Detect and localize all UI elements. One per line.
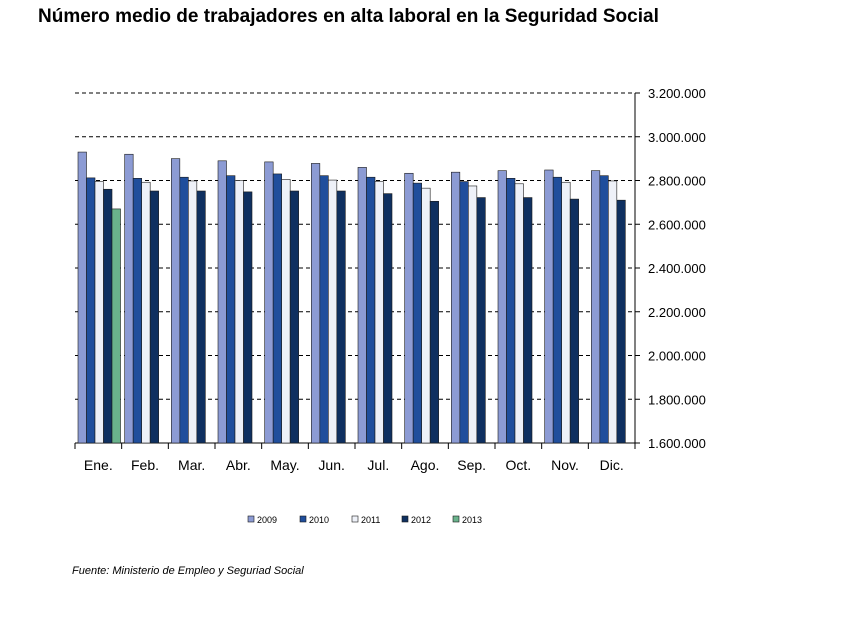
y-tick-label: 2.400.000 [648, 261, 706, 276]
legend-label-2012: 2012 [411, 515, 431, 525]
bar-2011-4 [281, 179, 291, 444]
bar-2010-7 [412, 182, 422, 444]
bar-2012-9 [523, 197, 533, 444]
x-tick-label: Ene. [84, 457, 113, 473]
bar-2010-1 [132, 178, 142, 444]
bar-2012-10 [569, 198, 579, 444]
bar-2009-0 [77, 151, 87, 444]
bar-2011-3 [234, 180, 244, 444]
bar-2009-2 [171, 158, 181, 444]
bar-2009-1 [124, 153, 134, 444]
bar-2010-9 [506, 178, 516, 444]
x-tick-label: Feb. [131, 457, 159, 473]
bar-2012-3 [243, 191, 253, 444]
y-tick-label: 1.600.000 [648, 436, 706, 451]
x-tick-label: Nov. [551, 457, 579, 473]
bar-2012-5 [336, 190, 346, 444]
bar-2012-8 [476, 197, 486, 444]
bar-2010-11 [599, 175, 609, 444]
bar-2011-10 [561, 181, 571, 444]
y-tick-label: 2.000.000 [648, 349, 706, 364]
bar-2009-9 [497, 170, 507, 444]
bar-2009-8 [451, 171, 461, 444]
x-tick-label: Jul. [367, 457, 389, 473]
y-tick-label: 3.000.000 [648, 130, 706, 145]
y-tick-label: 1.800.000 [648, 392, 706, 407]
bar-2009-4 [264, 161, 274, 444]
legend-swatch-2011 [351, 515, 359, 523]
bar-2009-7 [404, 172, 414, 444]
legend-swatch-2013 [452, 515, 460, 523]
legend-swatch-2010 [299, 515, 307, 523]
bar-2013-0 [111, 208, 121, 444]
y-tick-label: 3.200.000 [648, 86, 706, 101]
bar-2011-8 [468, 185, 478, 444]
bar-2011-0 [94, 181, 104, 444]
legend-label-2013: 2013 [462, 515, 482, 525]
bar-2009-11 [591, 170, 601, 444]
chart-title: Número medio de trabajadores en alta lab… [38, 6, 659, 27]
x-tick-label: Jun. [318, 457, 344, 473]
bar-2010-6 [366, 176, 376, 444]
x-tick-label: Oct. [505, 457, 531, 473]
legend-swatch-2012 [401, 515, 409, 523]
bar-2010-2 [179, 176, 189, 444]
bar-2012-6 [383, 193, 393, 444]
bar-2010-5 [319, 175, 329, 444]
bar-2009-6 [357, 167, 367, 444]
x-tick-label: Abr. [226, 457, 251, 473]
bar-2010-3 [226, 175, 236, 444]
bar-2010-0 [86, 177, 96, 444]
bar-2011-2 [188, 180, 198, 444]
bar-2011-5 [328, 179, 338, 444]
y-tick-label: 2.800.000 [648, 174, 706, 189]
bar-2011-11 [608, 180, 618, 444]
bar-2009-5 [311, 163, 321, 444]
bar-2012-11 [616, 199, 626, 444]
bar-2010-4 [272, 173, 282, 444]
y-tick-label: 2.600.000 [648, 217, 706, 232]
bar-2011-9 [514, 183, 524, 444]
bar-2012-0 [103, 188, 113, 444]
legend-label-2009: 2009 [257, 515, 277, 525]
x-tick-label: Mar. [178, 457, 205, 473]
bar-2011-6 [374, 181, 384, 444]
legend-label-2010: 2010 [309, 515, 329, 525]
legend-label-2011: 2011 [361, 515, 380, 525]
bar-2012-4 [289, 190, 299, 444]
bar-2009-10 [544, 169, 554, 444]
legend-swatch-2009 [247, 515, 255, 523]
x-tick-label: Sep. [457, 457, 486, 473]
bar-2012-7 [429, 200, 439, 444]
bar-2011-7 [421, 187, 431, 444]
bar-2010-10 [552, 176, 562, 444]
bar-2012-2 [196, 190, 206, 444]
bar-2009-3 [217, 160, 227, 444]
x-tick-label: Ago. [411, 457, 440, 473]
source-note: Fuente: Ministerio de Empleo y Seguriad … [72, 565, 304, 577]
bar-2010-8 [459, 181, 469, 444]
y-tick-label: 2.200.000 [648, 305, 706, 320]
bar-2011-1 [141, 181, 151, 444]
x-tick-label: Dic. [600, 457, 624, 473]
bar-2012-1 [149, 190, 159, 444]
x-tick-label: May. [270, 457, 299, 473]
